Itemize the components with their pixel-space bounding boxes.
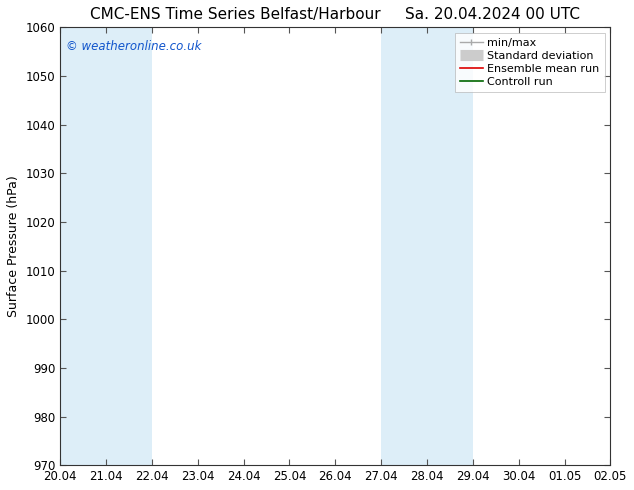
Legend: min/max, Standard deviation, Ensemble mean run, Controll run: min/max, Standard deviation, Ensemble me…: [455, 33, 605, 92]
Title: CMC-ENS Time Series Belfast/Harbour     Sa. 20.04.2024 00 UTC: CMC-ENS Time Series Belfast/Harbour Sa. …: [90, 7, 580, 22]
Bar: [381, 27, 473, 465]
Text: © weatheronline.co.uk: © weatheronline.co.uk: [65, 40, 201, 53]
Bar: [60, 27, 152, 465]
Y-axis label: Surface Pressure (hPa): Surface Pressure (hPa): [7, 175, 20, 317]
